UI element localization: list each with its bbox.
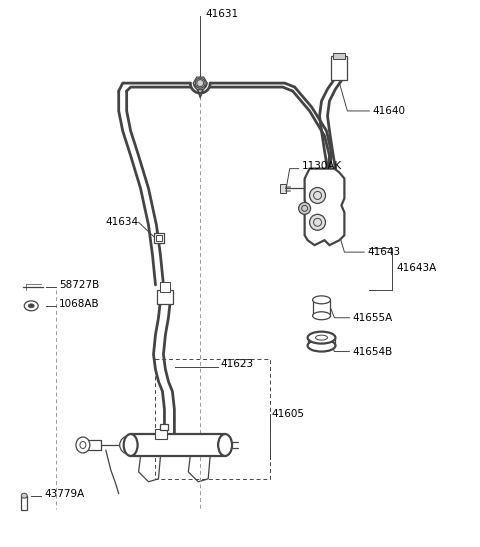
Ellipse shape bbox=[312, 296, 330, 304]
Ellipse shape bbox=[308, 331, 336, 344]
Bar bbox=[160, 424, 168, 430]
Ellipse shape bbox=[218, 434, 232, 456]
Polygon shape bbox=[197, 90, 203, 98]
Ellipse shape bbox=[120, 436, 138, 454]
Bar bbox=[21, 496, 27, 510]
Text: 1068AB: 1068AB bbox=[59, 299, 100, 309]
Bar bbox=[332, 56, 348, 80]
Bar bbox=[156, 235, 162, 241]
Text: 41605: 41605 bbox=[272, 409, 305, 419]
Circle shape bbox=[310, 188, 325, 203]
Ellipse shape bbox=[308, 340, 336, 352]
Ellipse shape bbox=[312, 312, 330, 320]
Text: 43779A: 43779A bbox=[44, 488, 84, 499]
Bar bbox=[155, 233, 165, 243]
Bar bbox=[160, 282, 170, 292]
Text: 41631: 41631 bbox=[205, 9, 239, 19]
Circle shape bbox=[299, 202, 311, 214]
Circle shape bbox=[310, 214, 325, 230]
Polygon shape bbox=[193, 77, 207, 89]
Bar bbox=[131, 434, 225, 456]
Ellipse shape bbox=[21, 493, 27, 498]
Text: 41643: 41643 bbox=[367, 247, 400, 257]
Bar bbox=[334, 53, 346, 59]
Text: 58727B: 58727B bbox=[59, 280, 99, 290]
Text: 41655A: 41655A bbox=[352, 313, 393, 323]
Bar bbox=[156, 429, 168, 439]
Text: 41643A: 41643A bbox=[396, 263, 436, 273]
Circle shape bbox=[195, 78, 205, 88]
Ellipse shape bbox=[124, 434, 138, 456]
Text: 41640: 41640 bbox=[372, 106, 405, 116]
Text: 41623: 41623 bbox=[220, 359, 253, 369]
Bar bbox=[157, 290, 173, 304]
Ellipse shape bbox=[24, 301, 38, 311]
Text: 41634: 41634 bbox=[106, 217, 139, 228]
Bar bbox=[312, 300, 330, 316]
Ellipse shape bbox=[76, 437, 90, 453]
Text: 1130AK: 1130AK bbox=[301, 161, 342, 171]
Ellipse shape bbox=[28, 304, 34, 308]
Bar bbox=[308, 337, 336, 346]
Text: 41654B: 41654B bbox=[352, 347, 393, 357]
Polygon shape bbox=[305, 168, 344, 245]
Bar bbox=[280, 184, 286, 194]
